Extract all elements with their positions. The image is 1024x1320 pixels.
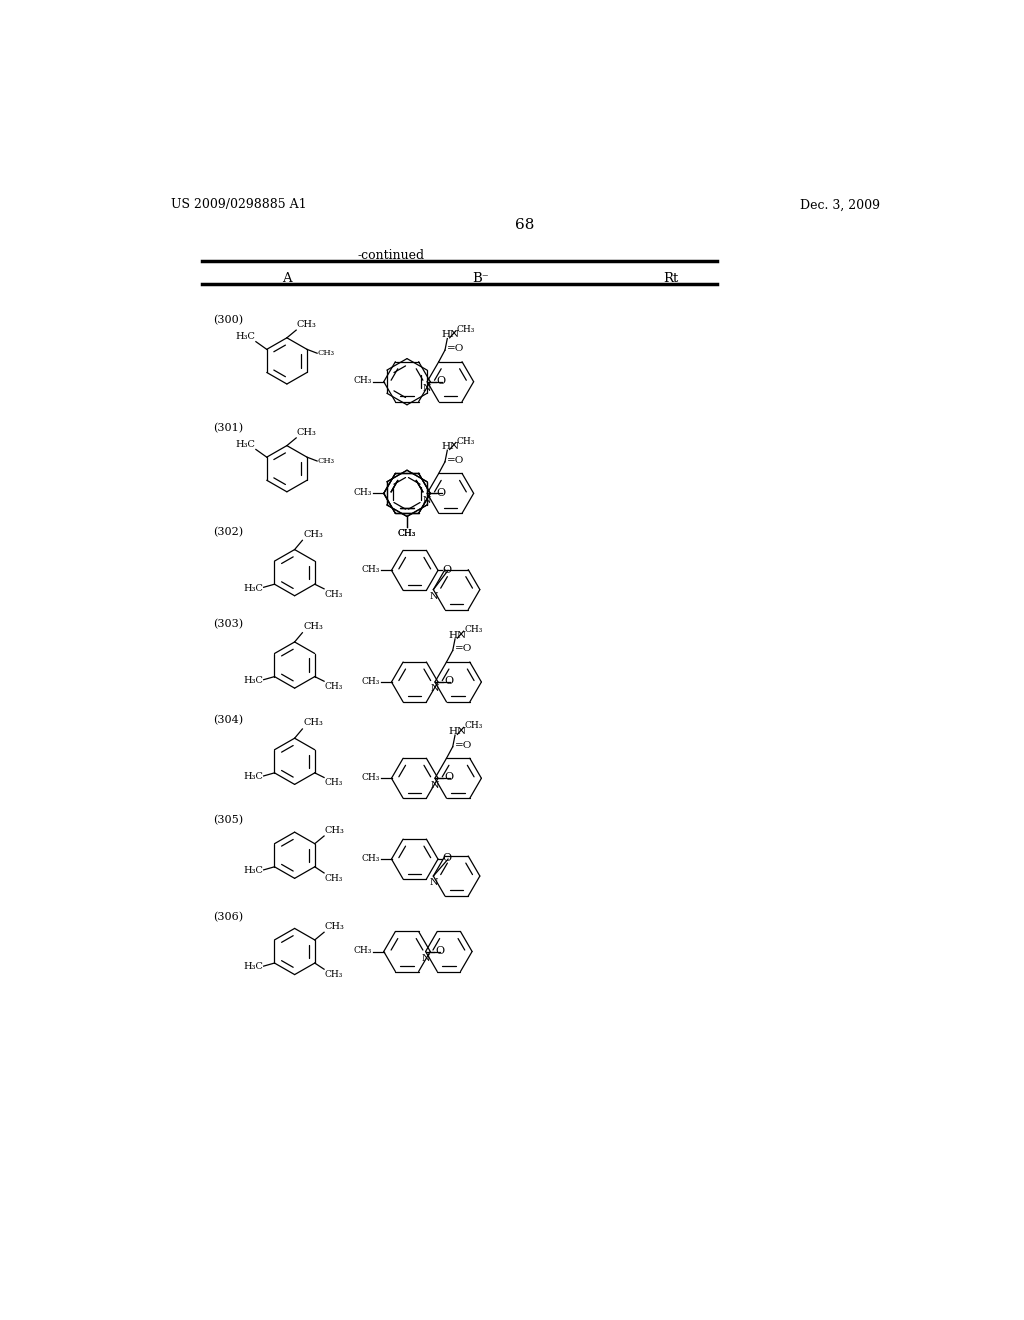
Text: N: N bbox=[431, 684, 439, 693]
Text: 68: 68 bbox=[515, 218, 535, 232]
Text: H₃C: H₃C bbox=[243, 772, 263, 781]
Text: H₃C: H₃C bbox=[243, 583, 263, 593]
Text: H₃C: H₃C bbox=[243, 676, 263, 685]
Text: CH₃: CH₃ bbox=[325, 826, 345, 836]
Text: (300): (300) bbox=[213, 314, 244, 325]
Text: HN: HN bbox=[449, 727, 467, 735]
Text: (304): (304) bbox=[213, 715, 244, 726]
Text: CH₃: CH₃ bbox=[397, 529, 416, 537]
Text: (306): (306) bbox=[213, 911, 244, 921]
Text: CH₃: CH₃ bbox=[361, 565, 380, 574]
Text: US 2009/0298885 A1: US 2009/0298885 A1 bbox=[171, 198, 306, 211]
Text: N: N bbox=[431, 780, 439, 789]
Text: H₃C: H₃C bbox=[243, 962, 263, 972]
Text: O: O bbox=[436, 487, 445, 498]
Text: Dec. 3, 2009: Dec. 3, 2009 bbox=[800, 198, 880, 211]
Text: O: O bbox=[436, 376, 445, 385]
Text: (305): (305) bbox=[213, 816, 244, 825]
Text: =O: =O bbox=[447, 455, 465, 465]
Text: CH₃: CH₃ bbox=[464, 626, 482, 634]
Text: CH₃: CH₃ bbox=[457, 437, 475, 446]
Text: B⁻: B⁻ bbox=[472, 272, 489, 285]
Text: =O: =O bbox=[455, 644, 472, 653]
Text: N: N bbox=[423, 384, 431, 393]
Text: Rt: Rt bbox=[663, 272, 678, 285]
Text: =O: =O bbox=[455, 741, 472, 750]
Text: O: O bbox=[444, 676, 454, 686]
Text: CH₃: CH₃ bbox=[303, 622, 323, 631]
Text: (302): (302) bbox=[213, 527, 244, 537]
Text: CH₃: CH₃ bbox=[325, 590, 343, 598]
Text: HN: HN bbox=[441, 442, 459, 451]
Text: CH₃: CH₃ bbox=[297, 321, 316, 330]
Text: CH₃: CH₃ bbox=[325, 682, 343, 690]
Text: (303): (303) bbox=[213, 619, 244, 630]
Text: CH₃: CH₃ bbox=[353, 946, 372, 956]
Text: CH₃: CH₃ bbox=[457, 325, 475, 334]
Text: N: N bbox=[421, 954, 430, 962]
Text: CH₃: CH₃ bbox=[303, 529, 323, 539]
Text: CH₃: CH₃ bbox=[325, 779, 343, 787]
Text: CH₃: CH₃ bbox=[361, 677, 380, 685]
Text: HN: HN bbox=[449, 631, 467, 640]
Text: =O: =O bbox=[447, 345, 465, 354]
Text: (301): (301) bbox=[213, 422, 244, 433]
Text: O: O bbox=[442, 853, 452, 863]
Text: CH₃: CH₃ bbox=[325, 923, 345, 932]
Text: -continued: -continued bbox=[358, 249, 425, 263]
Text: CH₃: CH₃ bbox=[317, 457, 335, 465]
Text: CH₃: CH₃ bbox=[303, 718, 323, 727]
Text: N: N bbox=[429, 878, 437, 887]
Text: A: A bbox=[282, 272, 292, 285]
Text: CH₃: CH₃ bbox=[353, 376, 372, 385]
Text: CH₃: CH₃ bbox=[464, 722, 482, 730]
Text: HN: HN bbox=[441, 330, 459, 339]
Text: CH₃: CH₃ bbox=[397, 529, 416, 537]
Text: H₃C: H₃C bbox=[236, 331, 255, 341]
Text: CH₃: CH₃ bbox=[353, 488, 372, 498]
Text: N: N bbox=[429, 591, 437, 601]
Text: O: O bbox=[442, 565, 452, 574]
Text: CH₃: CH₃ bbox=[297, 428, 316, 437]
Text: CH₃: CH₃ bbox=[317, 350, 335, 358]
Text: O: O bbox=[435, 945, 444, 956]
Text: N: N bbox=[423, 496, 431, 504]
Text: H₃C: H₃C bbox=[236, 440, 255, 449]
Text: CH₃: CH₃ bbox=[325, 970, 343, 979]
Text: O: O bbox=[444, 772, 454, 783]
Text: CH₃: CH₃ bbox=[325, 874, 343, 883]
Text: CH₃: CH₃ bbox=[361, 854, 380, 863]
Text: CH₃: CH₃ bbox=[361, 774, 380, 781]
Text: H₃C: H₃C bbox=[243, 866, 263, 875]
